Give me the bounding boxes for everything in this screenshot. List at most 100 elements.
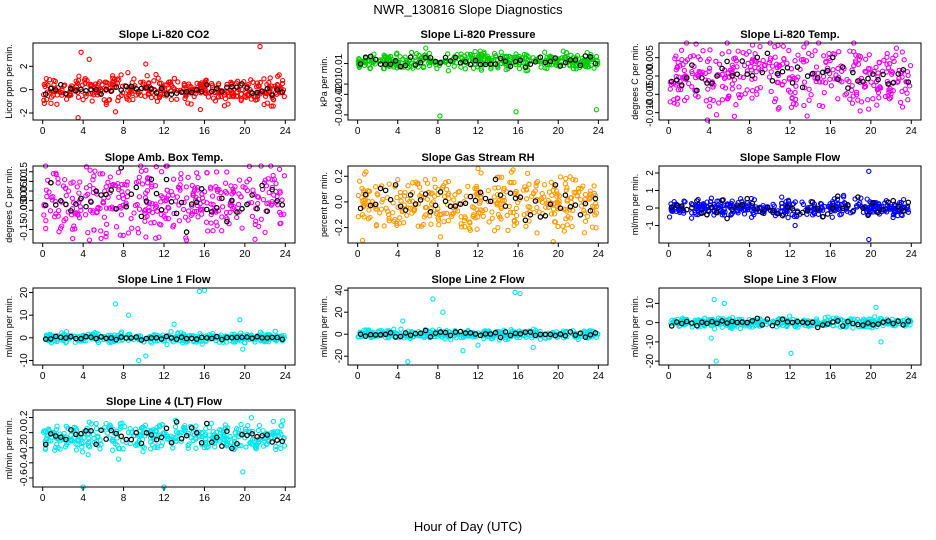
- data-point: [149, 209, 156, 216]
- black-point: [774, 71, 781, 77]
- data-point: [574, 193, 580, 199]
- black-point: [819, 69, 826, 76]
- black-point: [880, 319, 886, 326]
- data-point: [474, 207, 480, 213]
- data-point: [391, 218, 397, 224]
- black-point: [214, 85, 220, 92]
- outlier-point: [171, 321, 177, 327]
- black-point: [784, 65, 791, 71]
- black-point: [279, 202, 286, 208]
- data-point: [754, 91, 760, 97]
- data-point: [735, 210, 741, 216]
- data-point: [359, 194, 365, 201]
- black-point: [168, 439, 175, 446]
- black-point: [704, 80, 710, 86]
- data-point: [863, 56, 869, 62]
- black-point: [244, 432, 250, 439]
- x-tick-label: 12: [158, 371, 170, 382]
- data-point: [47, 208, 54, 214]
- black-point: [683, 318, 690, 325]
- data-point: [198, 207, 205, 213]
- outlier-point: [125, 312, 132, 318]
- black-point: [437, 59, 444, 66]
- data-point: [707, 198, 714, 205]
- black-point: [442, 54, 449, 61]
- black-point: [63, 436, 69, 443]
- data-point: [853, 89, 860, 96]
- y-tick-label: -0.02: [334, 83, 345, 106]
- outlier-point: [560, 48, 566, 54]
- data-point: [269, 201, 275, 207]
- data-point: [253, 218, 259, 224]
- data-point: [577, 59, 584, 65]
- data-point: [214, 186, 220, 193]
- black-point: [198, 439, 205, 446]
- black-point: [719, 65, 725, 72]
- data-point: [234, 214, 240, 221]
- data-point: [125, 230, 132, 236]
- data-point: [591, 183, 597, 189]
- data-point: [592, 212, 598, 218]
- x-tick-label: 4: [395, 126, 401, 137]
- data-point: [222, 180, 229, 186]
- y-tick-label: 20: [19, 287, 30, 299]
- data-point: [696, 68, 702, 75]
- black-point: [63, 201, 69, 208]
- data-point: [734, 64, 740, 70]
- black-point: [467, 193, 474, 200]
- data-point: [694, 317, 700, 324]
- data-point: [185, 442, 191, 449]
- data-point: [766, 59, 772, 66]
- data-point: [138, 168, 145, 174]
- black-point: [709, 80, 715, 87]
- data-point: [697, 56, 703, 63]
- black-point: [357, 61, 364, 67]
- x-tick-label: 0: [40, 249, 46, 260]
- black-point: [158, 336, 165, 342]
- data-point: [185, 217, 191, 223]
- data-point: [54, 423, 60, 429]
- data-point: [238, 443, 244, 449]
- data-point: [63, 216, 69, 222]
- data-point: [713, 112, 720, 118]
- data-point: [92, 81, 99, 87]
- data-point: [673, 73, 679, 80]
- data-point: [516, 65, 523, 72]
- black-point: [865, 320, 871, 326]
- x-tick-label: 20: [239, 249, 251, 260]
- black-point: [537, 54, 544, 61]
- data-point: [792, 89, 798, 96]
- data-point: [219, 228, 225, 234]
- black-point: [204, 335, 210, 341]
- x-tick-label: 0: [355, 126, 361, 137]
- black-point: [532, 198, 539, 204]
- black-point: [462, 330, 469, 336]
- black-point: [163, 425, 170, 432]
- black-point: [188, 201, 195, 207]
- data-point: [180, 206, 187, 213]
- data-point: [719, 324, 725, 330]
- data-point: [793, 83, 799, 89]
- data-point: [819, 79, 825, 85]
- data-point: [106, 97, 113, 103]
- figure-xlabel: Hour of Day (UTC): [414, 519, 522, 534]
- data-point: [831, 76, 838, 82]
- y-tick-label: 1: [645, 187, 656, 193]
- black-point: [73, 431, 79, 438]
- y-tick-label: 0.0: [19, 425, 30, 439]
- black-point: [819, 214, 826, 220]
- data-point: [738, 92, 744, 98]
- black-point: [774, 319, 781, 326]
- data-point: [171, 210, 177, 217]
- data-point: [768, 88, 774, 95]
- data-point: [534, 230, 540, 236]
- data-point: [146, 80, 152, 86]
- black-point: [392, 182, 399, 188]
- data-point: [117, 426, 123, 432]
- data-point: [849, 87, 855, 94]
- outlier-point: [510, 167, 516, 173]
- data-point: [235, 201, 242, 208]
- data-point: [881, 320, 887, 326]
- black-point: [73, 201, 79, 207]
